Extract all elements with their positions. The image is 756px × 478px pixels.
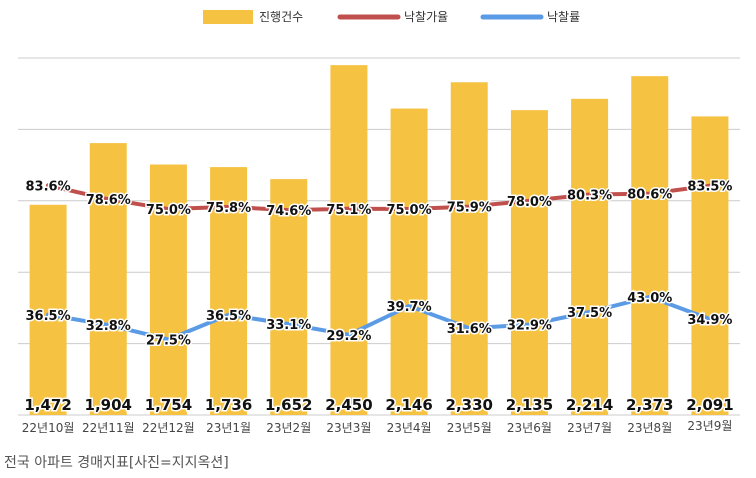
rate-label-22년10월: 83.6% bbox=[26, 179, 71, 194]
ratio-label-23년1월: 36.5% bbox=[206, 309, 251, 324]
bar-label-23년3월: 2,450 bbox=[325, 396, 372, 414]
ratio-label-23년6월: 32.9% bbox=[507, 319, 552, 334]
bar-23년8월 bbox=[631, 76, 669, 416]
rate-label-23년3월: 75.1% bbox=[326, 203, 371, 218]
point-낙찰률-22년12월 bbox=[166, 337, 171, 342]
bars bbox=[29, 65, 729, 416]
series-lines bbox=[46, 183, 712, 342]
x-tick-22년12월: 22년12월 bbox=[142, 421, 195, 435]
gridlines bbox=[18, 57, 740, 416]
bar-label-23년4월: 2,146 bbox=[385, 396, 432, 414]
legend-label-낙찰률: 낙찰률 bbox=[547, 10, 580, 24]
x-tick-23년3월: 23년3월 bbox=[326, 421, 371, 435]
x-tick-22년10월: 22년10월 bbox=[22, 421, 75, 435]
bar-label-23년5월: 2,330 bbox=[446, 396, 493, 414]
legend: 진행건수 낙찰가율 낙찰률 bbox=[203, 9, 580, 24]
rate-label-23년7월: 80.3% bbox=[567, 188, 612, 203]
bar-23년9월 bbox=[691, 116, 729, 415]
legend-swatch-진행건수 bbox=[203, 10, 253, 24]
point-낙찰가율-22년10월 bbox=[46, 183, 51, 188]
x-tick-23년4월: 23년4월 bbox=[387, 421, 432, 435]
x-tick-23년6월: 23년6월 bbox=[507, 421, 552, 435]
point-낙찰가율-23년4월 bbox=[407, 207, 412, 212]
bar-label-23년7월: 2,214 bbox=[566, 396, 613, 414]
ratio-label-23년4월: 39.7% bbox=[387, 300, 432, 315]
bar-label-23년2월: 1,652 bbox=[265, 396, 312, 414]
point-낙찰가율-23년3월 bbox=[346, 206, 351, 211]
ratio-label-23년7월: 37.5% bbox=[567, 306, 612, 321]
caption: 전국 아파트 경매지표[사진=지지옥션] bbox=[4, 455, 229, 471]
legend-label-진행건수: 진행건수 bbox=[259, 9, 303, 24]
rate-label-23년2월: 74.6% bbox=[266, 204, 311, 219]
point-낙찰률-23년4월 bbox=[407, 303, 412, 308]
x-tick-23년9월: 23년9월 bbox=[687, 419, 732, 433]
point-낙찰가율-23년7월 bbox=[587, 192, 592, 197]
legend-label-낙찰가율: 낙찰가율 bbox=[404, 10, 448, 24]
bar-label-23년1월: 1,736 bbox=[205, 396, 252, 414]
point-낙찰률-23년2월 bbox=[286, 322, 291, 327]
ratio-label-22년10월: 36.5% bbox=[26, 309, 71, 324]
point-낙찰률-23년1월 bbox=[226, 312, 231, 317]
x-tick-23년2월: 23년2월 bbox=[266, 421, 311, 435]
bar-label-23년9월: 2,091 bbox=[686, 396, 733, 414]
ratio-label-22년12월: 27.5% bbox=[146, 333, 191, 348]
bar-label-22년11월: 1,904 bbox=[85, 396, 132, 414]
point-낙찰가율-23년5월 bbox=[467, 204, 472, 209]
ratio-label-23년8월: 43.0% bbox=[627, 291, 672, 306]
ratio-label-22년11월: 32.8% bbox=[86, 319, 131, 334]
point-낙찰가율-23년9월 bbox=[707, 183, 712, 188]
rate-label-23년5월: 75.9% bbox=[447, 201, 492, 216]
point-낙찰가율-22년12월 bbox=[166, 207, 171, 212]
bar-22년11월 bbox=[89, 143, 127, 415]
rate-label-23년8월: 80.6% bbox=[627, 188, 672, 203]
ratio-label-23년9월: 34.9% bbox=[687, 313, 732, 328]
x-tick-labels: 22년10월 22년11월 22년12월 23년1월 23년2월 23년3월 23년4월 23… bbox=[22, 419, 733, 435]
rate-label-23년9월: 83.5% bbox=[687, 180, 732, 195]
series-line-낙찰률 bbox=[46, 294, 712, 342]
point-낙찰률-23년8월 bbox=[647, 294, 652, 299]
data-labels: 1,472 1,904 1,754 1,736 1,652 2,450 2,146 2,330… bbox=[23, 178, 735, 416]
ratio-label-23년2월: 33.1% bbox=[266, 318, 311, 333]
x-tick-23년5월: 23년5월 bbox=[447, 421, 492, 435]
bar-label-23년8월: 2,373 bbox=[626, 396, 673, 414]
point-낙찰률-23년6월 bbox=[527, 322, 532, 327]
point-낙찰가율-23년8월 bbox=[647, 191, 652, 196]
series-line-낙찰가율 bbox=[46, 183, 712, 213]
bar-23년5월 bbox=[450, 82, 488, 415]
rate-label-23년6월: 78.0% bbox=[507, 195, 552, 210]
bar-23년2월 bbox=[270, 179, 308, 415]
bar-label-22년10월: 1,472 bbox=[24, 396, 71, 414]
point-낙찰률-23년7월 bbox=[587, 310, 592, 315]
point-낙찰가율-22년11월 bbox=[106, 197, 111, 202]
bar-23년3월 bbox=[330, 65, 368, 415]
rate-label-23년1월: 75.8% bbox=[206, 201, 251, 216]
bar-label-22년12월: 1,754 bbox=[145, 396, 192, 414]
ratio-label-23년3월: 29.2% bbox=[326, 329, 371, 344]
point-낙찰률-23년5월 bbox=[467, 326, 472, 331]
x-tick-23년7월: 23년7월 bbox=[567, 421, 612, 435]
bar-23년7월 bbox=[571, 98, 609, 416]
point-낙찰가율-23년6월 bbox=[527, 198, 532, 203]
bar-label-23년6월: 2,135 bbox=[506, 396, 553, 414]
bar-22년10월 bbox=[29, 204, 67, 415]
bar-23년6월 bbox=[510, 110, 548, 415]
point-낙찰가율-23년2월 bbox=[286, 208, 291, 213]
point-낙찰가율-23년1월 bbox=[226, 204, 231, 209]
bar-23년4월 bbox=[390, 108, 428, 415]
point-낙찰률-23년9월 bbox=[707, 317, 712, 322]
point-낙찰률-23년3월 bbox=[346, 332, 351, 337]
x-tick-23년8월: 23년8월 bbox=[627, 421, 672, 435]
rate-label-22년11월: 78.6% bbox=[86, 193, 131, 208]
x-tick-22년11월: 22년11월 bbox=[82, 421, 135, 435]
rate-label-23년4월: 75.0% bbox=[387, 203, 432, 218]
point-낙찰률-22년11월 bbox=[106, 322, 111, 327]
x-tick-23년1월: 23년1월 bbox=[206, 421, 251, 435]
rate-label-22년12월: 75.0% bbox=[146, 203, 191, 218]
point-낙찰률-22년10월 bbox=[46, 312, 51, 317]
ratio-label-23년5월: 31.6% bbox=[447, 322, 492, 337]
